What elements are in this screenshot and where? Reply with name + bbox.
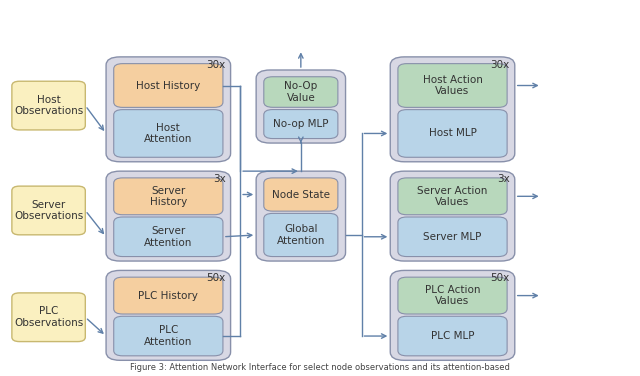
Text: No-op MLP: No-op MLP xyxy=(273,119,328,129)
FancyBboxPatch shape xyxy=(398,316,507,356)
Text: Host History: Host History xyxy=(136,80,200,91)
Text: PLC History: PLC History xyxy=(138,291,198,300)
Text: Host MLP: Host MLP xyxy=(429,129,476,138)
FancyBboxPatch shape xyxy=(398,64,507,108)
Text: 3x: 3x xyxy=(497,174,509,184)
FancyBboxPatch shape xyxy=(256,171,346,261)
FancyBboxPatch shape xyxy=(398,110,507,157)
FancyBboxPatch shape xyxy=(114,217,223,256)
Text: Host
Observations: Host Observations xyxy=(14,95,83,117)
FancyBboxPatch shape xyxy=(264,214,338,256)
Text: PLC
Attention: PLC Attention xyxy=(144,325,193,347)
FancyBboxPatch shape xyxy=(114,316,223,356)
FancyBboxPatch shape xyxy=(106,57,230,162)
FancyBboxPatch shape xyxy=(398,178,507,215)
FancyBboxPatch shape xyxy=(398,217,507,256)
Text: Server
Attention: Server Attention xyxy=(144,226,193,247)
Text: Figure 3: Attention Network Interface for select node observations and its atten: Figure 3: Attention Network Interface fo… xyxy=(130,362,510,371)
FancyBboxPatch shape xyxy=(390,270,515,360)
Text: Host
Attention: Host Attention xyxy=(144,123,193,144)
FancyBboxPatch shape xyxy=(114,277,223,314)
FancyBboxPatch shape xyxy=(256,70,346,143)
Text: PLC
Observations: PLC Observations xyxy=(14,306,83,328)
FancyBboxPatch shape xyxy=(106,171,230,261)
Text: Server
Observations: Server Observations xyxy=(14,200,83,221)
Text: Server
History: Server History xyxy=(150,185,187,207)
Text: 30x: 30x xyxy=(490,60,509,70)
FancyBboxPatch shape xyxy=(390,57,515,162)
FancyBboxPatch shape xyxy=(264,109,338,138)
FancyBboxPatch shape xyxy=(398,277,507,314)
Text: 50x: 50x xyxy=(206,273,225,284)
Text: 50x: 50x xyxy=(490,273,509,284)
Text: Server Action
Values: Server Action Values xyxy=(417,185,488,207)
FancyBboxPatch shape xyxy=(114,178,223,215)
FancyBboxPatch shape xyxy=(12,81,85,130)
FancyBboxPatch shape xyxy=(106,270,230,360)
FancyBboxPatch shape xyxy=(264,77,338,107)
FancyBboxPatch shape xyxy=(114,64,223,108)
FancyBboxPatch shape xyxy=(264,178,338,211)
Text: Server MLP: Server MLP xyxy=(423,232,482,242)
Text: No-Op
Value: No-Op Value xyxy=(284,81,317,103)
FancyBboxPatch shape xyxy=(12,293,85,341)
Text: PLC Action
Values: PLC Action Values xyxy=(425,285,480,306)
Text: Node State: Node State xyxy=(272,190,330,200)
FancyBboxPatch shape xyxy=(12,186,85,235)
FancyBboxPatch shape xyxy=(114,110,223,157)
Text: Host Action
Values: Host Action Values xyxy=(422,75,483,96)
FancyBboxPatch shape xyxy=(390,171,515,261)
Text: 3x: 3x xyxy=(212,174,225,184)
Text: Global
Attention: Global Attention xyxy=(276,224,325,246)
Text: 30x: 30x xyxy=(206,60,225,70)
Text: PLC MLP: PLC MLP xyxy=(431,331,474,341)
